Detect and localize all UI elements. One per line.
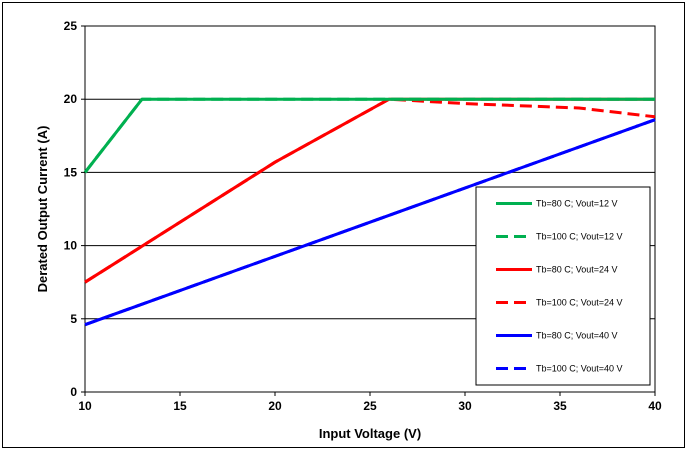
legend-label: Tb=80 C; Vout=24 V — [536, 265, 618, 275]
y-tick-label: 25 — [64, 19, 78, 33]
legend-box — [475, 186, 651, 386]
x-axis-title: Input Voltage (V) — [319, 426, 421, 441]
y-tick-label: 15 — [64, 165, 78, 179]
y-tick-label: 10 — [64, 239, 78, 253]
y-axis-title: Derated Output Current (A) — [35, 126, 50, 293]
series-line — [83, 97, 655, 174]
legend-label: Tb=80 C; Vout=40 V — [536, 331, 618, 341]
legend-label: Tb=100 C; Vout=24 V — [536, 298, 623, 308]
series-layer — [83, 97, 656, 327]
legend: Tb=80 C; Vout=12 V Tb=100 C; Vout=12 V Tb=… — [475, 186, 651, 386]
series-line — [84, 97, 656, 284]
legend-label: Tb=100 C; Vout=40 V — [536, 364, 623, 374]
x-tick-label: 15 — [173, 399, 187, 413]
x-tick-label: 35 — [553, 399, 567, 413]
y-tick-label: 0 — [70, 385, 77, 399]
axis-ticks: 0 5 10 15 20 25 10 15 20 25 30 35 40 — [64, 19, 662, 413]
legend-label: Tb=80 C; Vout=12 V — [536, 199, 618, 209]
x-tick-label: 30 — [458, 399, 472, 413]
y-tick-label: 5 — [70, 312, 77, 326]
x-tick-label: 25 — [363, 399, 377, 413]
y-tick-label: 20 — [64, 92, 78, 106]
x-tick-label: 40 — [648, 399, 662, 413]
x-tick-label: 10 — [78, 399, 92, 413]
x-tick-label: 20 — [268, 399, 282, 413]
series-line — [84, 118, 656, 327]
legend-label: Tb=100 C; Vout=12 V — [536, 232, 623, 242]
